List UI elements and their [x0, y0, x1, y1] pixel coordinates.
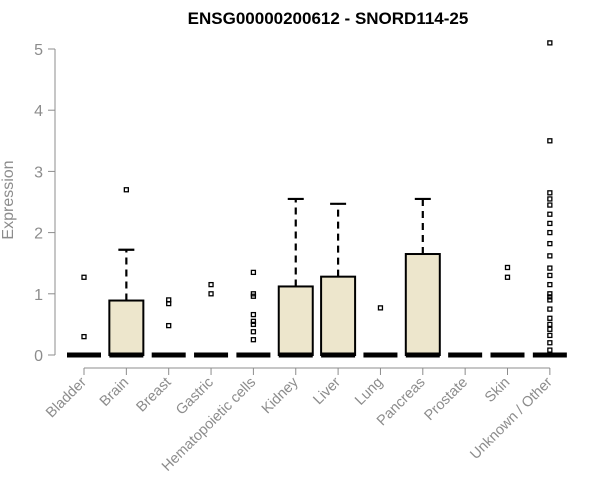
outlier-point: [81, 274, 87, 280]
iqr-box: [108, 299, 145, 357]
outlier-point: [547, 196, 553, 202]
outlier-point: [547, 272, 553, 279]
box-bladder: [67, 274, 101, 358]
outlier-point: [547, 315, 553, 321]
outlier-point: [250, 337, 257, 343]
box-gastric: [194, 281, 229, 358]
box-liver: [320, 202, 357, 358]
outlier-point: [547, 332, 553, 339]
outlier-point: [547, 340, 553, 346]
x-tick-label: Bladder: [43, 374, 90, 421]
box-lung: [363, 305, 398, 358]
outlier-point: [250, 293, 257, 299]
y-tick-label: 5: [34, 42, 43, 59]
outlier-point: [547, 265, 553, 271]
outlier-point: [547, 306, 553, 312]
iqr-box: [404, 253, 441, 357]
outlier-point: [547, 40, 553, 46]
outlier-point: [547, 297, 553, 303]
x-tick-label: Liver: [310, 374, 344, 408]
outlier-point: [504, 274, 511, 280]
outlier-point: [547, 211, 553, 217]
outlier-point: [377, 305, 384, 311]
outlier-point: [547, 190, 553, 196]
outlier-point: [547, 291, 553, 297]
outlier-point: [547, 202, 553, 208]
y-tick-label: 1: [34, 287, 43, 304]
outlier-point: [547, 229, 553, 236]
x-tick-label: Unknown / Other: [467, 374, 555, 462]
outlier-point: [250, 321, 257, 328]
outlier-point: [547, 281, 553, 288]
outlier-point: [547, 220, 553, 227]
y-axis-label: Expression: [0, 160, 17, 239]
outlier-point: [250, 318, 257, 324]
box-pancreas: [404, 197, 441, 358]
x-tick-label: Lung: [352, 375, 386, 409]
outlier-point: [547, 321, 553, 328]
outlier-point: [504, 264, 511, 271]
outlier-point: [547, 347, 553, 353]
y-tick-label: 2: [34, 226, 43, 243]
iqr-box: [320, 275, 357, 356]
y-axis: 0 1 2 3 4 5: [34, 42, 56, 365]
box-breast: [151, 297, 186, 358]
box-series: [67, 40, 567, 358]
outlier-point: [250, 311, 257, 318]
outlier-point: [166, 322, 172, 329]
outlier-point: [81, 333, 87, 340]
x-tick-label: Kidney: [259, 374, 302, 417]
outlier-point: [547, 294, 553, 300]
x-tick-label: Breast: [134, 375, 175, 416]
y-tick-label: 3: [34, 164, 43, 181]
y-tick-label: 4: [34, 103, 43, 120]
iqr-box: [277, 285, 314, 356]
box-brain: [108, 187, 145, 358]
x-tick-label: Skin: [482, 375, 513, 406]
y-tick-label: 0: [34, 348, 43, 365]
outlier-point: [547, 326, 553, 332]
outlier-point: [166, 300, 172, 307]
outlier-point: [250, 329, 257, 335]
box-unknown-other: [532, 40, 567, 358]
outlier-point: [250, 269, 257, 276]
box-skin: [490, 264, 525, 358]
outlier-point: [547, 240, 553, 247]
chart-title: ENSG00000200612 - SNORD114-25: [188, 9, 469, 28]
outlier-point: [547, 253, 553, 259]
x-tick-label: Prostate: [421, 375, 470, 424]
outlier-point: [208, 281, 214, 288]
outlier-point: [123, 187, 129, 193]
x-tick-label: Brain: [97, 375, 132, 410]
outlier-point: [208, 291, 214, 297]
box-kidney: [277, 197, 314, 358]
box-hematopoietic-cells: [236, 269, 271, 358]
outlier-point: [547, 138, 553, 144]
